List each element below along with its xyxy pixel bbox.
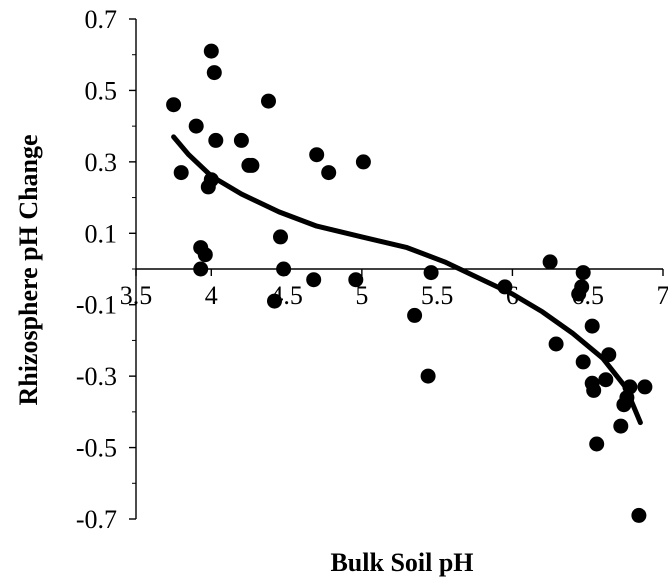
x-tick-labels: 3.5 4 4.5 5 5.5 6 6.5 7 <box>120 269 668 310</box>
data-point <box>584 318 600 334</box>
data-point <box>188 118 204 134</box>
data-point <box>420 368 436 384</box>
data-point <box>348 272 364 288</box>
y-tick-label: -0.7 <box>76 505 117 534</box>
data-point <box>206 65 222 81</box>
x-axis-title: Bulk Soil pH <box>330 548 473 577</box>
data-point <box>542 254 558 270</box>
x-tick-label: 4 <box>205 281 218 310</box>
data-point <box>208 132 224 148</box>
data-point <box>203 172 219 188</box>
trend-line <box>171 134 643 426</box>
data-point <box>423 265 439 281</box>
data-point <box>193 261 209 277</box>
data-point <box>598 372 614 388</box>
x-tick-label: 7 <box>657 281 668 310</box>
y-tick-label: 0.1 <box>85 219 118 248</box>
y-axis-title: Rhizosphere pH Change <box>14 134 43 405</box>
y-tick-label: -0.1 <box>76 291 117 320</box>
data-point <box>497 279 513 295</box>
data-point <box>622 379 638 395</box>
y-tick-label: -0.5 <box>76 434 117 463</box>
data-point <box>261 93 276 109</box>
data-point <box>355 154 371 170</box>
y-tick-label: -0.3 <box>76 362 117 391</box>
data-point <box>173 165 189 181</box>
data-point <box>613 418 629 434</box>
data-point <box>197 247 213 263</box>
data-point <box>575 354 591 370</box>
data-point <box>273 229 288 245</box>
x-tick-label: 3.5 <box>120 281 153 310</box>
data-point <box>166 97 182 113</box>
data-point <box>601 347 617 363</box>
data-point <box>267 293 282 309</box>
data-point <box>244 157 260 173</box>
data-points <box>166 43 653 523</box>
data-point <box>203 43 219 59</box>
data-point <box>637 379 653 395</box>
x-tick-label: 5.5 <box>421 281 454 310</box>
data-point <box>631 507 647 523</box>
y-tick-label: 0.5 <box>85 76 118 105</box>
trend-line-group <box>171 134 643 426</box>
y-tick-label: 0.3 <box>85 148 118 177</box>
x-tick-label: 5 <box>355 281 368 310</box>
data-point <box>407 307 423 323</box>
data-point <box>574 279 590 295</box>
data-point <box>586 382 602 398</box>
data-point <box>309 147 325 163</box>
data-point <box>548 336 564 352</box>
data-point <box>589 436 605 452</box>
data-point <box>306 272 322 288</box>
data-point <box>321 165 337 181</box>
data-point <box>233 132 249 148</box>
data-point <box>276 261 292 277</box>
y-tick-label: 0.7 <box>85 5 118 34</box>
data-point <box>575 265 591 281</box>
y-tick-labels: 0.7 0.5 0.3 0.1 -0.1 -0.3 -0.5 -0.7 <box>76 5 136 534</box>
